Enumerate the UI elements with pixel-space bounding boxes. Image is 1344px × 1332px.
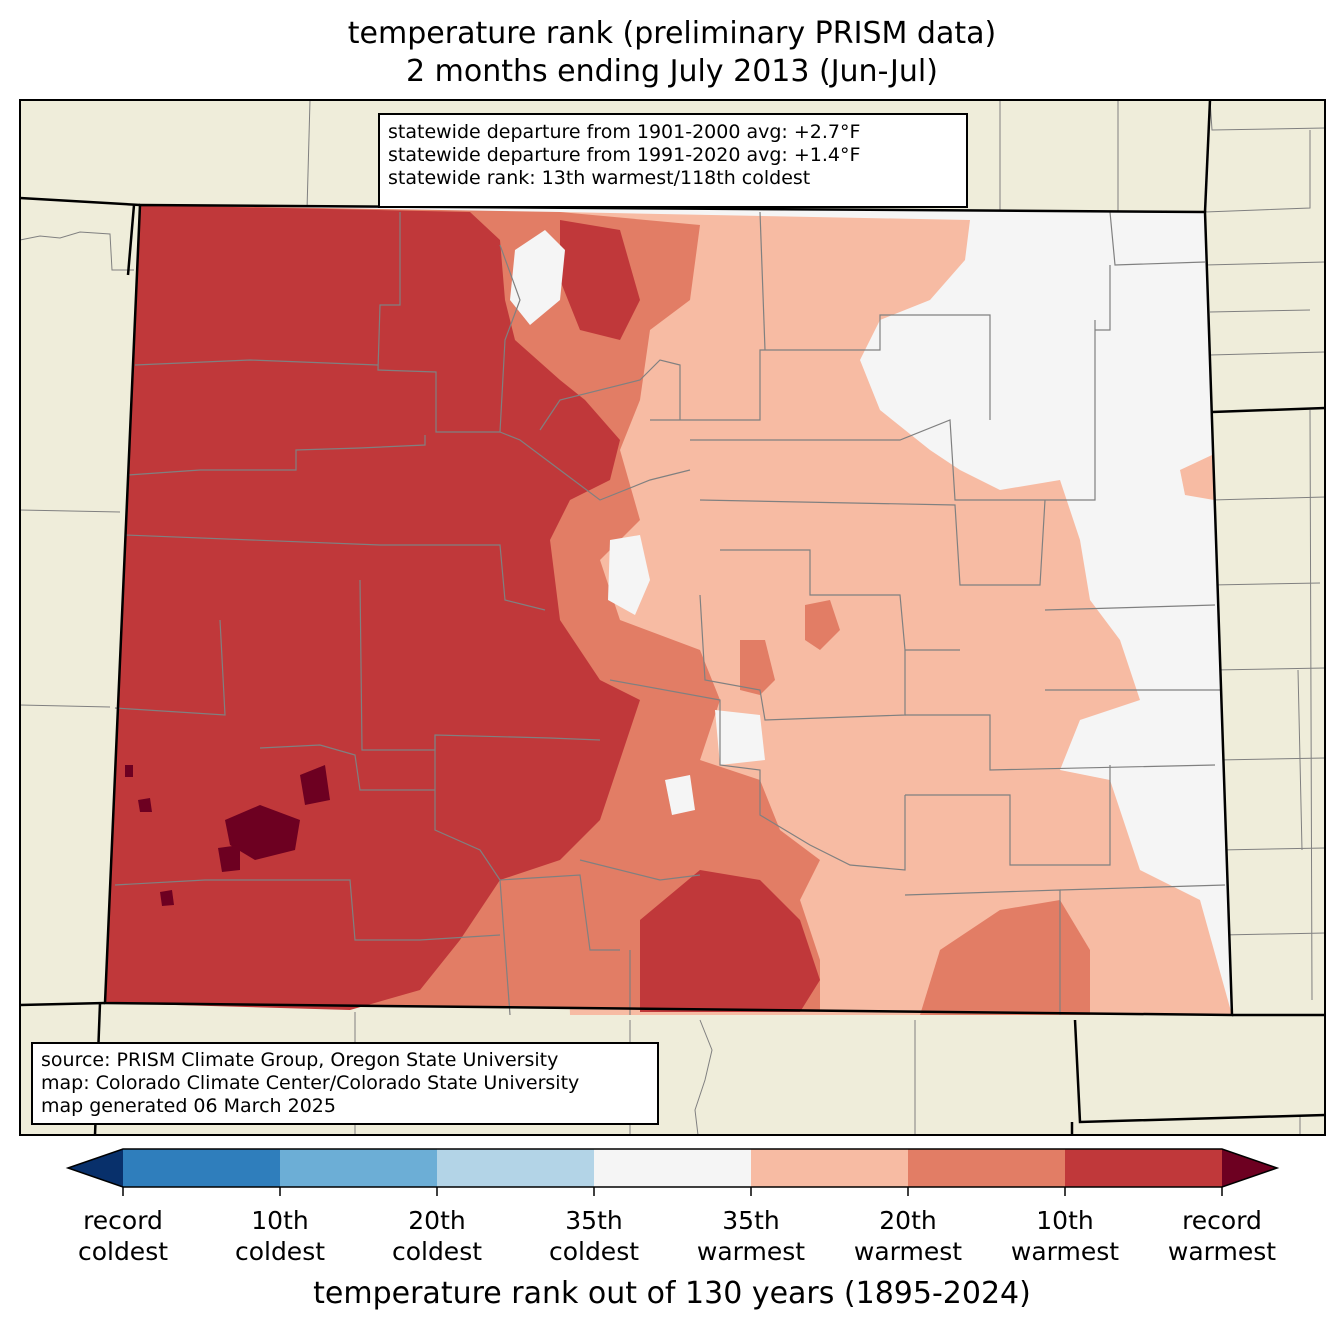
stats-departure-1901-2000: statewide departure from 1901-2000 avg: … <box>388 121 861 143</box>
colorbar-tick-label: 35th coldest <box>514 1205 674 1267</box>
colorbar-record-warm-arrow <box>1222 1149 1277 1187</box>
colorbar-tick-label-line2: warmest <box>696 1237 806 1266</box>
colorbar-tick-label-line2: coldest <box>391 1237 483 1266</box>
rank-zone-35th-20th-warmest-east <box>1180 455 1214 500</box>
colorbar-tick-label: record warmest <box>1142 1205 1302 1267</box>
near-normal-island-sw <box>665 775 695 815</box>
source-map-credit: map: Colorado Climate Center/Colorado St… <box>41 1072 580 1094</box>
colorbar-segment-record-to-10th-cold <box>123 1149 280 1187</box>
colorbar-segment-35th-to-20th-warm <box>751 1149 908 1187</box>
stats-departure-1991-2020: statewide departure from 1991-2020 avg: … <box>388 144 861 166</box>
colorbar-tick-label-line1: record <box>83 1206 163 1235</box>
map-frame <box>19 99 1326 1136</box>
source-prism: source: PRISM Climate Group, Oregon Stat… <box>41 1049 559 1071</box>
colorbar-tick-label-line2: warmest <box>1167 1237 1277 1266</box>
colorbar-tick-label-line2: coldest <box>548 1237 640 1266</box>
colorbar-tick-label: 35th warmest <box>671 1205 831 1267</box>
rank-zone-10th-warmest-to-record <box>105 205 640 1010</box>
colorbar-tick-label-line1: 10th <box>1036 1206 1094 1235</box>
near-normal-island-central <box>715 710 765 765</box>
colorbar-tick-label: 20th warmest <box>828 1205 988 1267</box>
colorbar-tick-label: 20th coldest <box>357 1205 517 1267</box>
stats-rank: statewide rank: 13th warmest/118th colde… <box>388 167 811 189</box>
colorbar-ticks <box>122 1187 1223 1196</box>
source-generated-date: map generated 06 March 2025 <box>41 1095 336 1117</box>
colorbar-tick-label: record coldest <box>43 1205 203 1267</box>
statewide-stats-box: statewide departure from 1901-2000 avg: … <box>378 113 968 208</box>
map-title-line1: temperature rank (preliminary PRISM data… <box>347 16 997 51</box>
record-warmest-spots <box>125 765 330 906</box>
colorbar-segment-10th-to-record-warm <box>1065 1149 1222 1187</box>
rank-zone-20th-10th-warmest-spot <box>805 600 840 650</box>
colorbar-tick-label-line2: warmest <box>1010 1237 1120 1266</box>
rank-zone-10th-warmest-to-record-south <box>640 870 820 1012</box>
map-title-line2: 2 months ending July 2013 (Jun-Jul) <box>406 54 938 89</box>
colorbar-tick-label-line1: 10th <box>251 1206 309 1235</box>
colorbar-title: temperature rank out of 130 years (1895-… <box>313 1276 1031 1311</box>
colorado-county-lines <box>114 211 1226 1016</box>
colorbar-tick-label: 10th coldest <box>200 1205 360 1267</box>
colorbar-tick-label-line2: coldest <box>77 1237 169 1266</box>
colorbar-segment-10th-to-20th-cold <box>280 1149 437 1187</box>
source-box: source: PRISM Climate Group, Oregon Stat… <box>31 1042 659 1125</box>
colorbar-tick-label-line1: 35th <box>565 1206 623 1235</box>
rank-zone-20th-10th-warmest-southeast <box>920 900 1090 1015</box>
colorbar-segment-near-normal <box>594 1149 751 1187</box>
colorbar-segment-20th-to-35th-cold <box>437 1149 594 1187</box>
near-normal-island-north <box>510 230 565 325</box>
colorbar-tick-label-line1: 20th <box>879 1206 937 1235</box>
colorbar-below-record-cold-arrow <box>68 1149 123 1187</box>
rank-zone-10th-warmest-to-record-north <box>560 220 640 340</box>
colorbar-tick-label-line1: record <box>1182 1206 1262 1235</box>
rank-zone-20th-10th-warmest-spot2 <box>740 640 775 695</box>
colorbar <box>65 1148 1280 1196</box>
colorbar-tick-label-line1: 35th <box>722 1206 780 1235</box>
colorbar-segment-20th-to-10th-warm <box>908 1149 1065 1187</box>
colorbar-tick-label: 10th warmest <box>985 1205 1145 1267</box>
colorbar-tick-label-line2: coldest <box>234 1237 326 1266</box>
colorbar-tick-label-line1: 20th <box>408 1206 466 1235</box>
near-normal-island-front-range <box>608 535 650 615</box>
colorbar-tick-label-line2: warmest <box>853 1237 963 1266</box>
